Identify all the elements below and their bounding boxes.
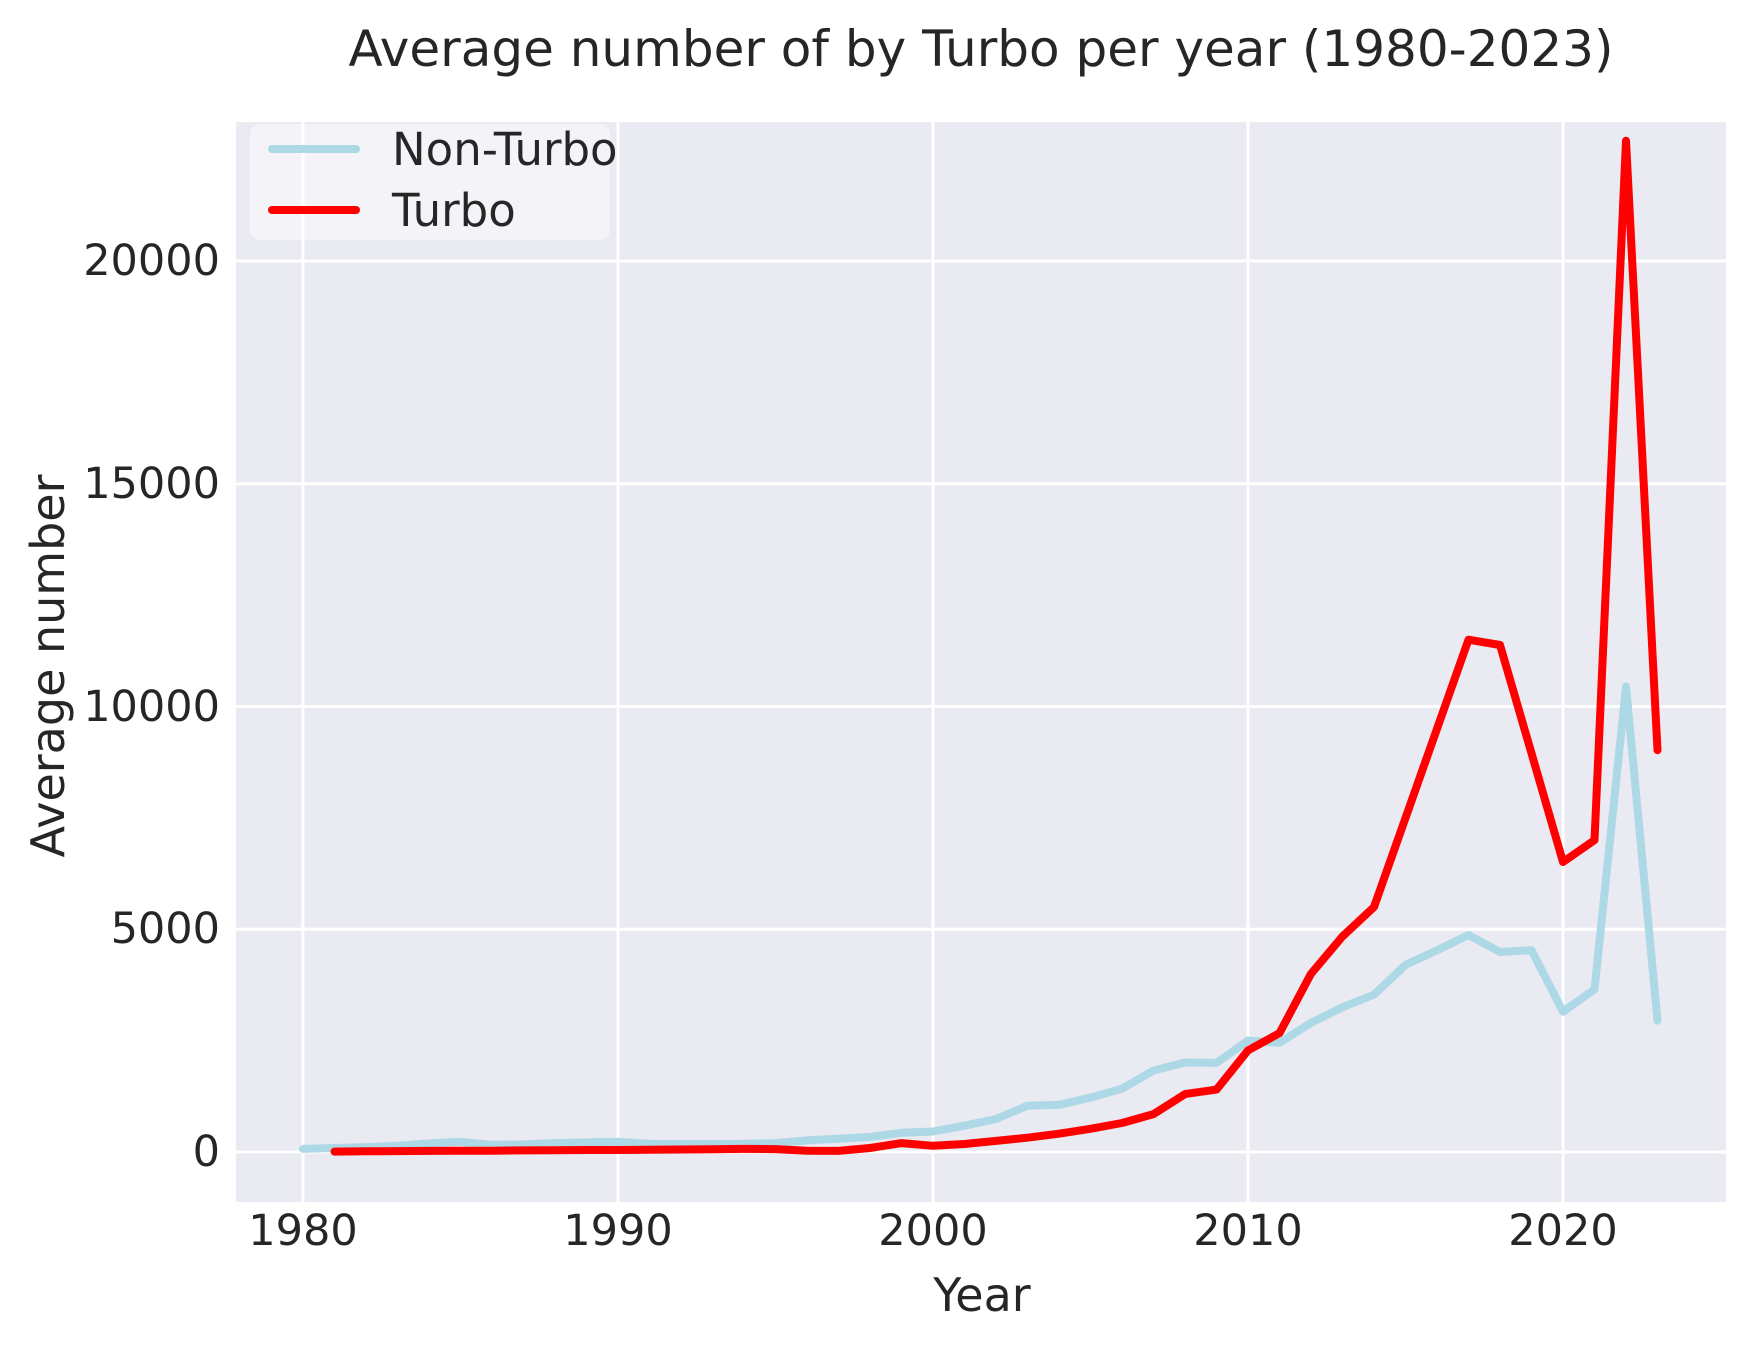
y-axis-label: Average number (21, 474, 75, 858)
series-line-turbo (330, 136, 1662, 1156)
legend-box (250, 124, 610, 240)
y-tick-label: 10000 (83, 681, 220, 732)
legend-label-turbo: Turbo (392, 183, 516, 237)
non-turbo-line-sample-icon (268, 145, 360, 153)
x-tick-label: 2020 (1508, 1206, 1618, 1256)
chart-title: Average number of by Turbo per year (198… (348, 20, 1614, 78)
plot-area (236, 122, 1726, 1202)
x-axis-label: Year (933, 1268, 1031, 1322)
y-tick-label: 5000 (110, 904, 220, 955)
legend-label-non-turbo: Non-Turbo (392, 122, 618, 176)
x-tick-label: 1980 (248, 1206, 358, 1256)
legend-item-non-turbo: Non-Turbo (268, 123, 618, 176)
x-tick-label: 2010 (1193, 1206, 1303, 1256)
y-tick-label: 15000 (83, 458, 220, 509)
y-tick-label: 0 (192, 1127, 220, 1177)
turbo-line-sample-icon (268, 206, 360, 214)
series-line-non-turbo (299, 682, 1662, 1153)
x-tick-label: 2000 (878, 1206, 988, 1256)
series-lines (299, 136, 1662, 1156)
legend-item-turbo: Turbo (268, 184, 516, 237)
x-tick-label: 1990 (563, 1206, 673, 1256)
y-tick-label: 20000 (83, 236, 220, 286)
